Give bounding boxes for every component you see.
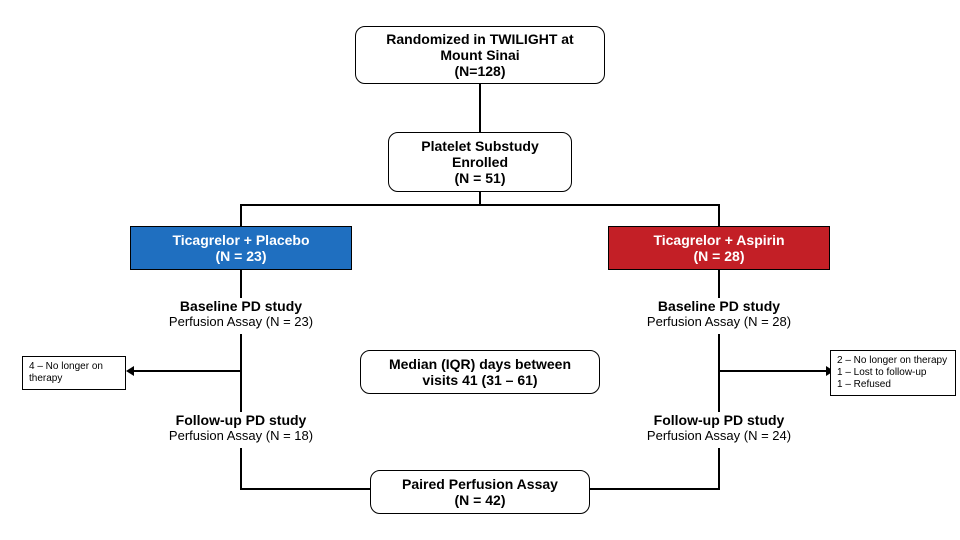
node-randomized: Randomized in TWILIGHT at Mount Sinai (N… xyxy=(355,26,605,84)
right-arm-l2: (N = 28) xyxy=(694,248,745,264)
edge-left-down4 xyxy=(240,448,242,488)
node-right-baseline: Baseline PD study Perfusion Assay (N = 2… xyxy=(608,298,830,329)
rightnote-l2: 1 – Lost to follow-up xyxy=(837,367,949,379)
edge-right-down3 xyxy=(718,334,720,412)
right-fu-sub: Perfusion Assay (N = 24) xyxy=(647,428,791,443)
node-median: Median (IQR) days between visits 41 (31 … xyxy=(360,350,600,394)
paired-l1: Paired Perfusion Assay xyxy=(402,476,558,492)
median-l1: Median (IQR) days between xyxy=(389,356,571,372)
edge-top xyxy=(479,84,481,132)
node-paired: Paired Perfusion Assay (N = 42) xyxy=(370,470,590,514)
right-arm-l1: Ticagrelor + Aspirin xyxy=(653,232,784,248)
edge-rightnote xyxy=(720,370,828,372)
right-base-title: Baseline PD study xyxy=(658,298,780,314)
left-arm-l2: (N = 23) xyxy=(216,248,267,264)
median-l2: visits 41 (31 – 61) xyxy=(422,372,537,388)
node-left-followup: Follow-up PD study Perfusion Assay (N = … xyxy=(130,412,352,443)
node-left-baseline: Baseline PD study Perfusion Assay (N = 2… xyxy=(130,298,352,329)
edge-left-down2 xyxy=(240,270,242,298)
edge-left-down3 xyxy=(240,334,242,412)
right-base-sub: Perfusion Assay (N = 28) xyxy=(647,314,791,329)
edge-leftnote xyxy=(130,370,240,372)
rightnote-l3: 1 – Refused xyxy=(837,379,949,391)
left-base-title: Baseline PD study xyxy=(180,298,302,314)
node-right-note: 2 – No longer on therapy 1 – Lost to fol… xyxy=(830,350,956,396)
node-right-arm: Ticagrelor + Aspirin (N = 28) xyxy=(608,226,830,270)
paired-l2: (N = 42) xyxy=(455,492,506,508)
edge-right-down1 xyxy=(718,204,720,226)
edge-right-down4 xyxy=(718,448,720,488)
edge-right-down2 xyxy=(718,270,720,298)
enroll-l3: (N = 51) xyxy=(455,170,506,186)
right-fu-title: Follow-up PD study xyxy=(654,412,785,428)
enroll-l2: Enrolled xyxy=(452,154,508,170)
left-arm-l1: Ticagrelor + Placebo xyxy=(172,232,309,248)
left-fu-title: Follow-up PD study xyxy=(176,412,307,428)
node-right-followup: Follow-up PD study Perfusion Assay (N = … xyxy=(608,412,830,443)
left-fu-sub: Perfusion Assay (N = 18) xyxy=(169,428,313,443)
enroll-l1: Platelet Substudy xyxy=(421,138,538,154)
rightnote-l1: 2 – No longer on therapy xyxy=(837,355,949,367)
leftnote-l2: therapy xyxy=(29,373,119,385)
arrow-leftnote xyxy=(126,366,134,376)
edge-split-stem xyxy=(479,192,481,206)
left-base-sub: Perfusion Assay (N = 23) xyxy=(169,314,313,329)
leftnote-l1: 4 – No longer on xyxy=(29,361,119,373)
node-left-arm: Ticagrelor + Placebo (N = 23) xyxy=(130,226,352,270)
rand-l1: Randomized in TWILIGHT at xyxy=(386,31,573,47)
rand-l2: Mount Sinai xyxy=(440,47,519,63)
edge-left-down1 xyxy=(240,204,242,226)
node-left-note: 4 – No longer on therapy xyxy=(22,356,126,390)
node-enrolled: Platelet Substudy Enrolled (N = 51) xyxy=(388,132,572,192)
rand-l3: (N=128) xyxy=(455,63,506,79)
